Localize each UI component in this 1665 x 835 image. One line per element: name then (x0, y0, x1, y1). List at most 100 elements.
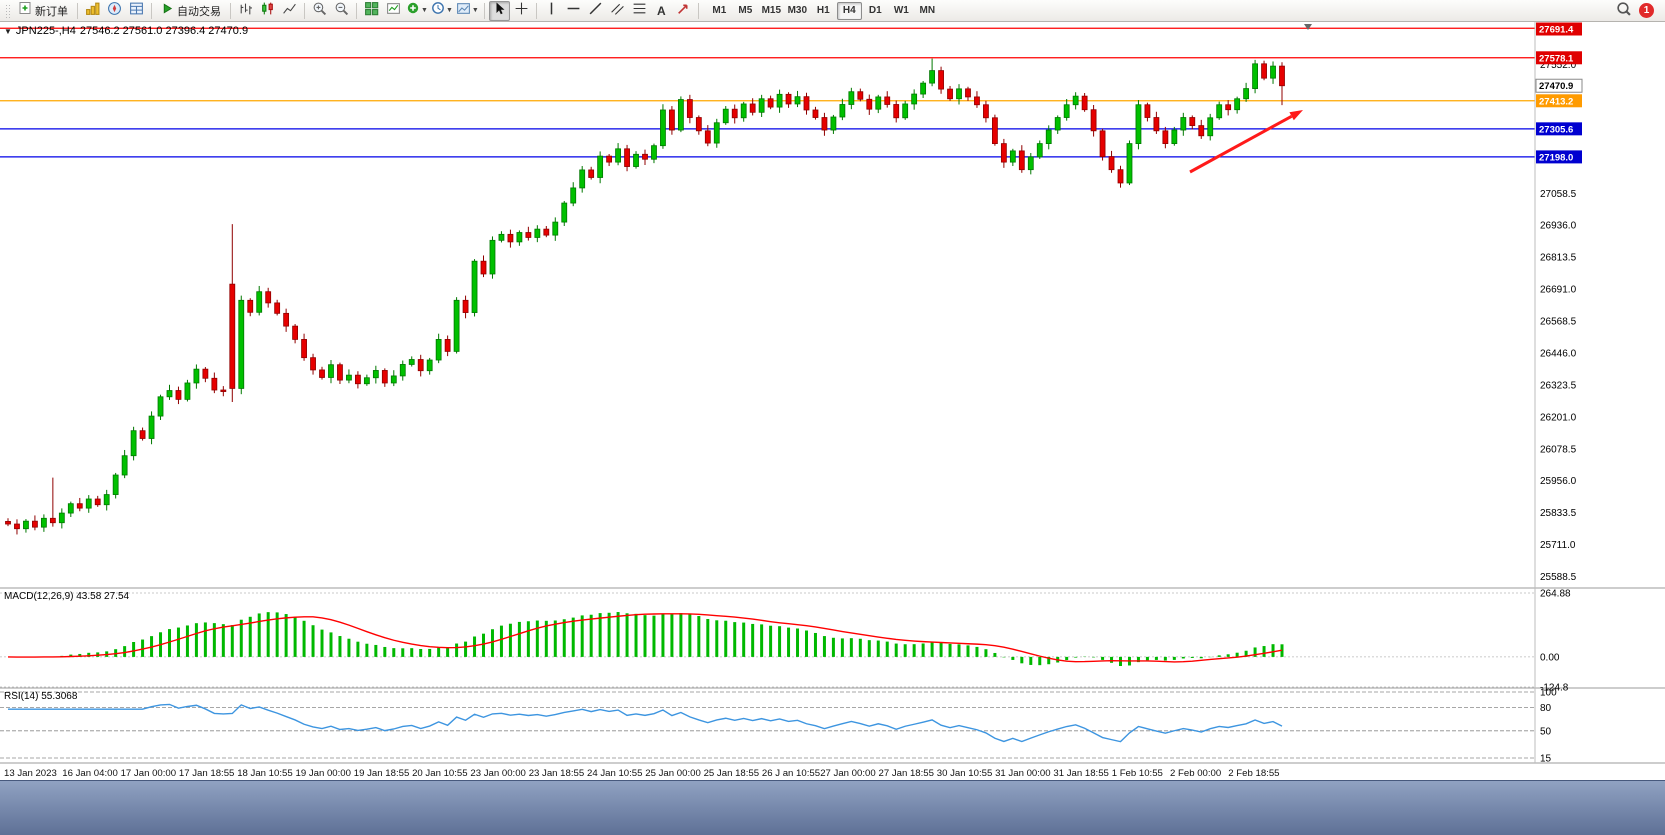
time-label: 19 Jan 18:55 (354, 768, 409, 779)
candle-body (1054, 117, 1061, 131)
collapse-triangle-icon[interactable]: ▼ (4, 26, 12, 36)
vertical-line-icon (544, 1, 559, 21)
candle-body (1072, 95, 1079, 106)
rsi-axis-label: 15 (1540, 754, 1552, 765)
candle-body (974, 96, 980, 106)
time-label: 31 Jan 18:55 (1053, 768, 1108, 779)
channel-tool-button[interactable] (607, 1, 628, 21)
separator (151, 2, 152, 19)
rsi-indicator-label: RSI(14) 55.3068 (4, 691, 78, 702)
candle-body (1027, 156, 1034, 171)
candle-body (534, 228, 541, 238)
zoom-out-button[interactable] (331, 1, 352, 21)
time-axis[interactable]: 13 Jan 2023 16 Jan 04:00 17 Jan 00:00 17 Ja… (4, 768, 1280, 779)
chart-shift-marker[interactable] (1304, 24, 1312, 30)
candle-body (992, 117, 998, 144)
candle-body (274, 302, 281, 314)
price-tick: 25833.5 (1540, 508, 1577, 519)
candle-body (1036, 143, 1043, 158)
templates-button[interactable]: ▼ (455, 1, 480, 21)
autotrade-play-icon (161, 2, 174, 20)
candle-body (1225, 104, 1232, 111)
navigator-button[interactable] (104, 1, 125, 21)
candle-body (480, 260, 487, 275)
candle-body (758, 98, 765, 113)
market-watch-button[interactable] (82, 1, 103, 21)
chart-header: ▼ JPN225-,H4 27546.2 27561.0 27396.4 274… (4, 25, 248, 37)
candle-body (363, 377, 370, 385)
fibonacci-tool-button[interactable] (629, 1, 650, 21)
candle-body (686, 99, 693, 118)
candle-body (337, 364, 343, 381)
indicators-button[interactable] (383, 1, 404, 21)
candle-body (597, 155, 604, 178)
chevron-down-icon: ▼ (471, 7, 479, 14)
crosshair-tool-button[interactable] (511, 1, 532, 21)
trendline-tool-button[interactable] (585, 1, 606, 21)
separator (697, 2, 699, 19)
macd-axis-label: 0.00 (1540, 652, 1560, 663)
zoom-in-button[interactable] (309, 1, 330, 21)
arrow-annotation[interactable] (1189, 110, 1303, 174)
arrows-tool-button[interactable] (673, 1, 694, 21)
candlestick-chart-icon (260, 1, 275, 21)
add-indicator-button[interactable]: ▼ (405, 1, 429, 21)
horizontal-line-tool-button[interactable] (563, 1, 584, 21)
tile-windows-button[interactable] (361, 1, 382, 21)
line-chart-button[interactable] (279, 1, 300, 21)
market-watch-icon (85, 1, 100, 21)
timeframe-H1[interactable]: H1 (816, 5, 830, 16)
autotrade-label: 自动交易 (177, 5, 221, 18)
timeframe-M15[interactable]: M15 (761, 5, 782, 16)
text-tool-button[interactable]: A (651, 1, 672, 21)
candle-body (767, 98, 774, 108)
price-tick: 26078.5 (1540, 444, 1577, 455)
candle-body (211, 377, 218, 391)
candle-body (426, 359, 433, 372)
toolbar-grip[interactable] (5, 3, 10, 18)
time-label: 2 Feb 00:00 (1170, 768, 1221, 779)
vertical-line-tool-button[interactable] (541, 1, 562, 21)
periods-button[interactable]: ▼ (430, 1, 454, 21)
bar-chart-button[interactable] (235, 1, 256, 21)
rsi-axis-label: 50 (1540, 726, 1552, 737)
timeframe-MN[interactable]: MN (919, 5, 936, 16)
candle-body (85, 498, 92, 509)
data-window-icon (129, 1, 144, 21)
price-tick: 26568.5 (1540, 317, 1577, 328)
candlestick-chart-button[interactable] (257, 1, 278, 21)
autotrade-button[interactable]: 自动交易 (156, 1, 226, 21)
candle-body (929, 70, 935, 84)
candle-body (175, 390, 182, 400)
price-tick: 26446.0 (1540, 348, 1577, 359)
new-order-icon (18, 1, 32, 20)
price-badge (1536, 122, 1582, 136)
timeframe-W1[interactable]: W1 (893, 5, 909, 16)
candle-body (1153, 117, 1160, 132)
candle-body (1252, 63, 1258, 89)
timeframe-D1[interactable]: D1 (868, 5, 882, 16)
chart-canvas[interactable]: 27552.0 27058.5 26936.0 26813.5 26691.0 26568… (0, 22, 1665, 834)
price-badge-label: 27198.0 (1539, 152, 1573, 163)
candle-body (794, 96, 801, 105)
data-window-button[interactable] (126, 1, 147, 21)
separator (304, 2, 305, 19)
candle-body (507, 233, 514, 243)
rsi-line (8, 703, 1283, 743)
timeframe-M30[interactable]: M30 (787, 5, 808, 16)
candle-body (5, 521, 11, 525)
cursor-tool-button[interactable] (488, 0, 510, 21)
timeframe-M1[interactable]: M1 (712, 5, 727, 16)
chart-plot-area[interactable] (0, 22, 1535, 763)
price-badge (1536, 94, 1582, 108)
search-button[interactable] (1613, 1, 1634, 21)
price-tick: 26936.0 (1540, 221, 1577, 232)
timeframe-H4[interactable]: H4 (836, 1, 862, 20)
new-order-button[interactable]: 新订单 (13, 1, 73, 21)
notification-badge[interactable]: 1 (1639, 3, 1654, 18)
price-axis-area[interactable] (1535, 22, 1665, 763)
candle-body (1045, 129, 1052, 144)
candle-body (14, 523, 20, 530)
timeframe-M5[interactable]: M5 (738, 5, 753, 16)
candle-body (58, 512, 65, 524)
